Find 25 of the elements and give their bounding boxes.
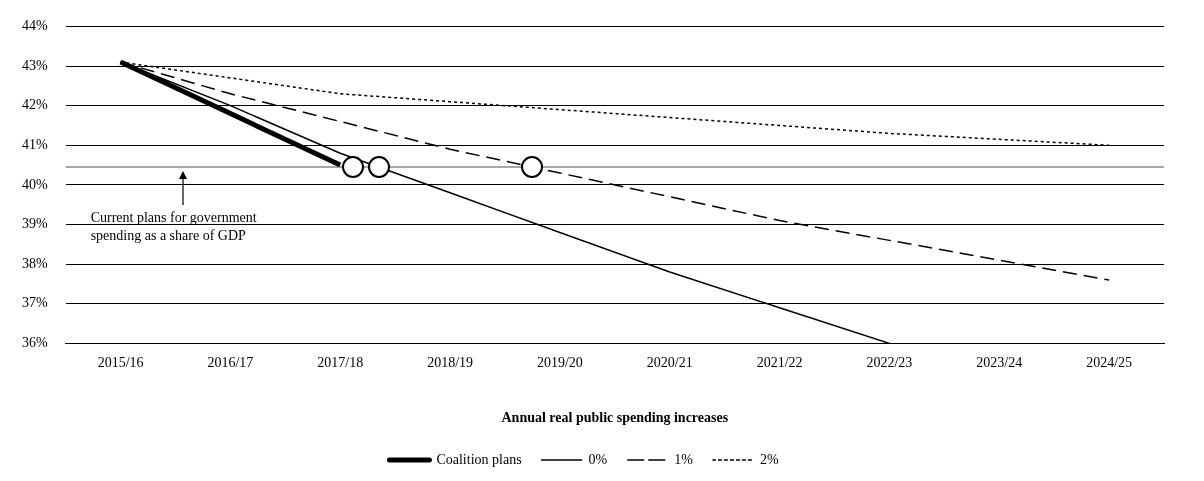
y-tick-label: 38%	[21, 255, 48, 271]
x-tick-label: 2016/17	[207, 355, 254, 371]
x-tick-label: 2020/21	[646, 355, 693, 371]
x-tick-label: 2018/19	[427, 355, 474, 371]
y-tick-label: 37%	[21, 295, 48, 311]
y-tick-label: 42%	[21, 97, 48, 113]
ref-line-label: Current plans for government spending as a share of GDP	[90, 209, 257, 243]
y-tick-label: 39%	[21, 216, 48, 232]
x-tick-label: 2023/24	[976, 355, 1023, 371]
legend-label: Coalition plans	[436, 451, 522, 467]
x-tick-label: 2022/23	[866, 355, 913, 371]
y-tick-label: 41%	[21, 136, 48, 152]
legend-label: 2%	[759, 451, 779, 467]
x-tick-label: 2024/25	[1086, 355, 1133, 371]
x-tick-label: 2019/20	[536, 355, 583, 371]
y-tick-label: 36%	[21, 335, 48, 351]
x-tick-label: 2017/18	[317, 355, 364, 371]
x-tick-label: 2021/22	[756, 355, 803, 371]
legend-label: 0%	[588, 451, 608, 467]
x-tick-label: 2015/16	[97, 355, 144, 371]
y-tick-label: 44%	[21, 18, 48, 34]
y-tick-label: 43%	[21, 57, 48, 73]
y-tick-label: 40%	[21, 176, 48, 192]
legend-label: 1%	[674, 451, 694, 467]
x-axis-title: Annual real public spending increases	[501, 410, 729, 426]
